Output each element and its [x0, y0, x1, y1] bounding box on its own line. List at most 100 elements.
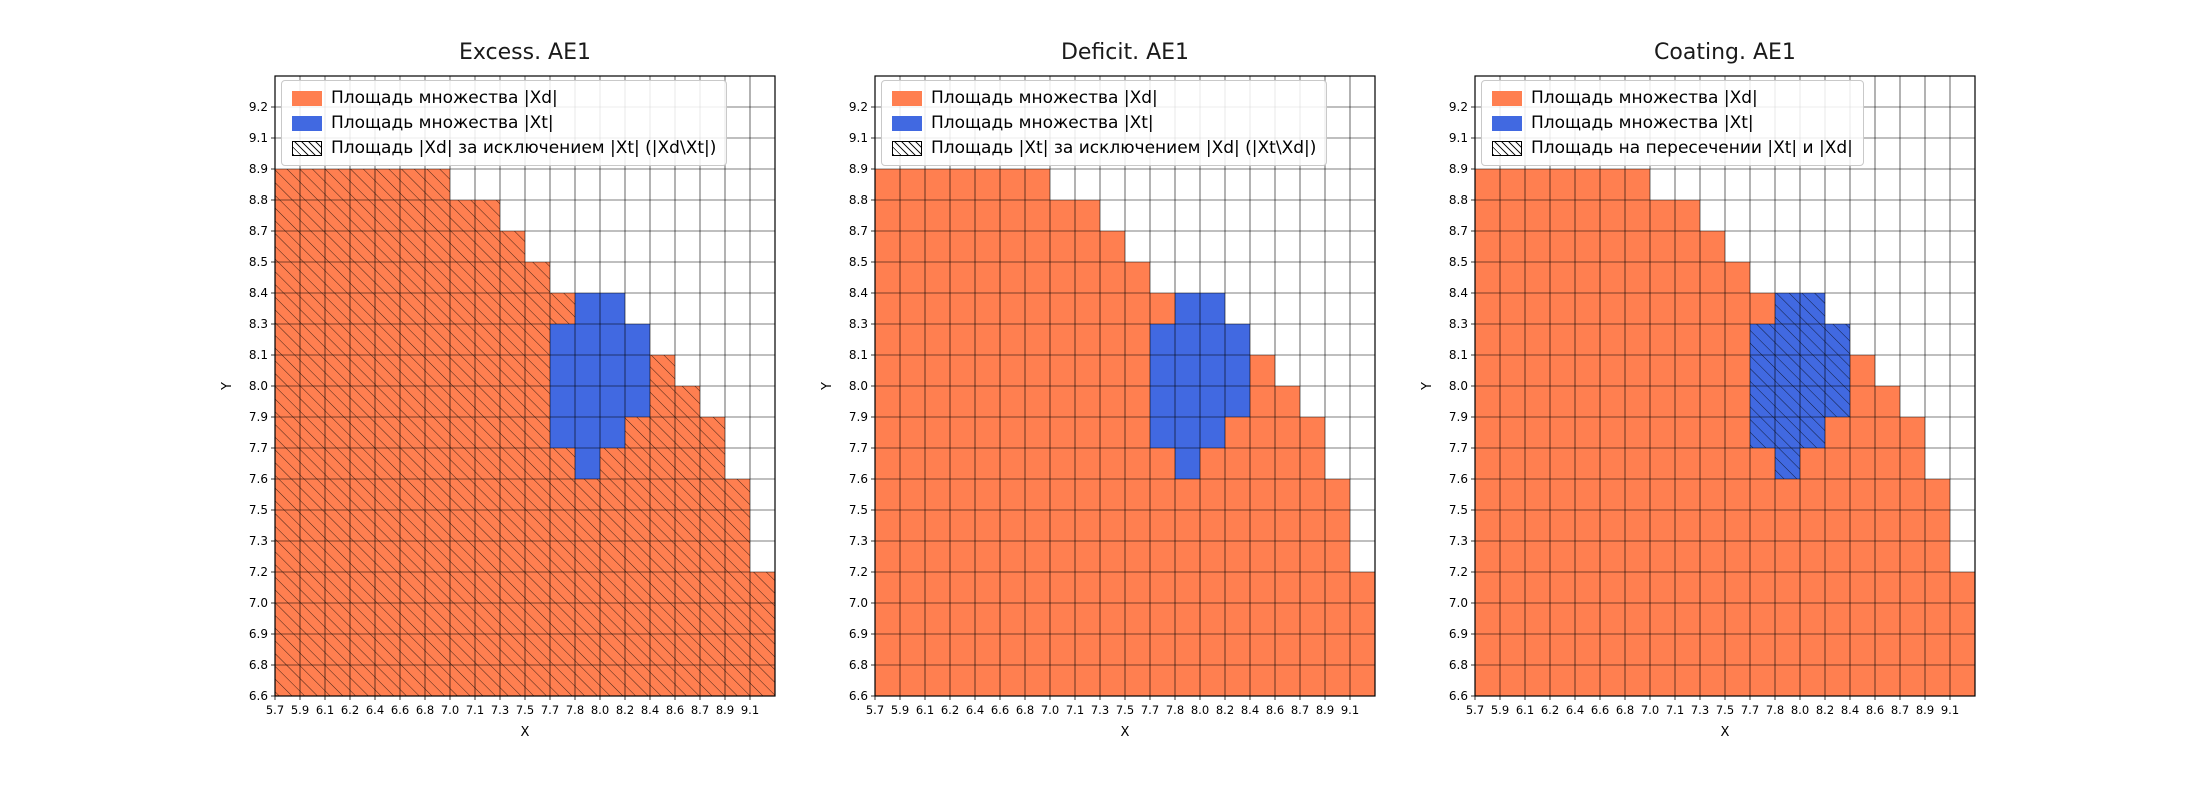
chart-title: Coating. AE1 [1654, 40, 1796, 65]
excess-plot: 5.7 5.9 6.1 6.2 6.4 6.6 6.8 7.0 7.1 7.3 7.5 7.7 7.8 8… [220, 75, 776, 740]
svg-text:8.8: 8.8 [249, 193, 268, 207]
svg-text:7.0: 7.0 [849, 596, 868, 610]
legend-label: Площадь множества |Xt| [931, 113, 1154, 133]
grid-lines [874, 75, 1376, 697]
svg-text:8.0: 8.0 [591, 703, 609, 717]
svg-text:7.7: 7.7 [1449, 441, 1468, 455]
svg-text:8.5: 8.5 [1449, 255, 1468, 269]
svg-text:8.4: 8.4 [1841, 703, 1859, 717]
y-axis-ticks: 6.6 6.8 6.9 7.0 7.2 7.3 7.5 7.6 7.7 7.9 8.0 8.1 8.3 8… [249, 100, 275, 703]
svg-text:5.7: 5.7 [266, 703, 284, 717]
svg-text:6.8: 6.8 [249, 658, 268, 672]
xt-legend-swatch [1492, 115, 1522, 131]
chart-deficit: Deficit. AE1 5.7 5.9 6.1 6.2 6.4 6.6 6.8 7.0 7.1… [815, 38, 1385, 744]
svg-text:8.4: 8.4 [849, 286, 868, 300]
svg-text:7.6: 7.6 [1449, 472, 1468, 486]
svg-text:7.7: 7.7 [849, 441, 868, 455]
hatch-region [1750, 293, 1850, 479]
figure: Excess. AE1 5.7 5.9 6.1 6.2 6.4 6.6 6.8 7.0 7.1 7… [215, 38, 1985, 744]
svg-text:8.6: 8.6 [1866, 703, 1884, 717]
svg-text:7.1: 7.1 [1666, 703, 1684, 717]
svg-text:7.6: 7.6 [849, 472, 868, 486]
xd-legend-swatch [1492, 90, 1522, 106]
chart-title: Deficit. AE1 [1060, 40, 1190, 65]
svg-text:6.8: 6.8 [1616, 703, 1634, 717]
svg-text:7.0: 7.0 [441, 703, 459, 717]
svg-text:6.2: 6.2 [941, 703, 959, 717]
legend-label: Площадь множества |Xt| [331, 113, 554, 133]
svg-text:6.8: 6.8 [1016, 703, 1034, 717]
x-axis-ticks: 5.7 5.9 6.1 6.2 6.4 6.6 6.8 7.0 7.1 7.3 7.5 7.7 7.8 8… [866, 696, 1359, 717]
chart-title: Excess. AE1 [458, 40, 592, 65]
hatch-legend-swatch [1492, 140, 1522, 156]
legend-item: Площадь |Xd| за исключением |Xt| (|Xd\Xt… [292, 138, 716, 158]
svg-text:7.8: 7.8 [1766, 703, 1784, 717]
svg-text:7.1: 7.1 [466, 703, 484, 717]
svg-text:8.4: 8.4 [1241, 703, 1259, 717]
x-axis-ticks: 5.7 5.9 6.1 6.2 6.4 6.6 6.8 7.0 7.1 7.3 7.5 7.7 7.8 8… [266, 696, 759, 717]
svg-text:9.1: 9.1 [1449, 131, 1468, 145]
svg-text:8.9: 8.9 [1916, 703, 1934, 717]
svg-text:8.8: 8.8 [1449, 193, 1468, 207]
svg-text:8.4: 8.4 [249, 286, 268, 300]
svg-text:6.1: 6.1 [316, 703, 334, 717]
svg-text:7.7: 7.7 [1141, 703, 1159, 717]
svg-text:7.3: 7.3 [1091, 703, 1109, 717]
svg-text:8.0: 8.0 [1449, 379, 1468, 393]
svg-text:5.7: 5.7 [866, 703, 884, 717]
svg-text:8.9: 8.9 [716, 703, 734, 717]
svg-text:7.0: 7.0 [1641, 703, 1659, 717]
xt-legend-swatch [292, 115, 322, 131]
svg-text:5.9: 5.9 [291, 703, 309, 717]
svg-text:8.4: 8.4 [1449, 286, 1468, 300]
coating-plot: 5.7 5.9 6.1 6.2 6.4 6.6 6.8 7.0 7.1 7.3 7.5 7.7 7.8 8… [1420, 75, 1976, 740]
svg-text:6.6: 6.6 [849, 689, 868, 703]
legend-item: Площадь |Xt| за исключением |Xd| (|Xt\Xd… [892, 138, 1316, 158]
svg-text:6.6: 6.6 [391, 703, 409, 717]
deficit-plot: 5.7 5.9 6.1 6.2 6.4 6.6 6.8 7.0 7.1 7.3 7.5 7.7 7.8 8… [820, 75, 1376, 740]
legend-item: Площадь множества |Xt| [292, 113, 716, 133]
svg-text:8.9: 8.9 [249, 162, 268, 176]
svg-text:7.0: 7.0 [1449, 596, 1468, 610]
svg-text:8.8: 8.8 [849, 193, 868, 207]
svg-text:8.0: 8.0 [249, 379, 268, 393]
hatch-legend-swatch [292, 140, 322, 156]
svg-text:9.1: 9.1 [849, 131, 868, 145]
svg-text:8.3: 8.3 [1449, 317, 1468, 331]
svg-text:7.5: 7.5 [1116, 703, 1134, 717]
svg-text:8.7: 8.7 [849, 224, 868, 238]
svg-text:9.1: 9.1 [1941, 703, 1959, 717]
svg-text:6.4: 6.4 [1566, 703, 1584, 717]
svg-text:8.6: 8.6 [666, 703, 684, 717]
svg-text:8.0: 8.0 [849, 379, 868, 393]
svg-text:8.9: 8.9 [849, 162, 868, 176]
hatch-region [275, 169, 775, 696]
svg-text:7.3: 7.3 [491, 703, 509, 717]
svg-text:9.2: 9.2 [849, 100, 868, 114]
legend-item: Площадь множества |Xt| [1492, 113, 1853, 133]
y-axis-label: Y [220, 382, 235, 391]
y-axis-ticks: 6.6 6.8 6.9 7.0 7.2 7.3 7.5 7.6 7.7 7.9 8.0 8.1 8.3 8… [1449, 100, 1475, 703]
x-axis-label: X [1121, 725, 1130, 740]
svg-text:9.2: 9.2 [249, 100, 268, 114]
x-axis-ticks: 5.7 5.9 6.1 6.2 6.4 6.6 6.8 7.0 7.1 7.3 7.5 7.7 7.8 8… [1466, 696, 1959, 717]
svg-text:7.3: 7.3 [1691, 703, 1709, 717]
svg-text:7.3: 7.3 [1449, 534, 1468, 548]
chart-excess: Excess. AE1 5.7 5.9 6.1 6.2 6.4 6.6 6.8 7.0 7.1 7… [215, 38, 785, 744]
svg-text:7.2: 7.2 [249, 565, 268, 579]
svg-text:6.4: 6.4 [966, 703, 984, 717]
svg-text:8.6: 8.6 [1266, 703, 1284, 717]
legend-label: Площадь |Xt| за исключением |Xd| (|Xt\Xd… [931, 138, 1317, 158]
svg-text:8.2: 8.2 [1216, 703, 1234, 717]
x-axis-label: X [521, 725, 530, 740]
svg-text:7.8: 7.8 [1166, 703, 1184, 717]
svg-text:7.5: 7.5 [1449, 503, 1468, 517]
svg-text:7.5: 7.5 [516, 703, 534, 717]
svg-text:7.3: 7.3 [249, 534, 268, 548]
y-axis-label: Y [1420, 382, 1435, 391]
xt-region [1150, 293, 1250, 479]
legend-item: Площадь множества |Xd| [292, 88, 716, 108]
svg-text:8.1: 8.1 [849, 348, 868, 362]
svg-text:6.1: 6.1 [916, 703, 934, 717]
svg-text:9.1: 9.1 [249, 131, 268, 145]
